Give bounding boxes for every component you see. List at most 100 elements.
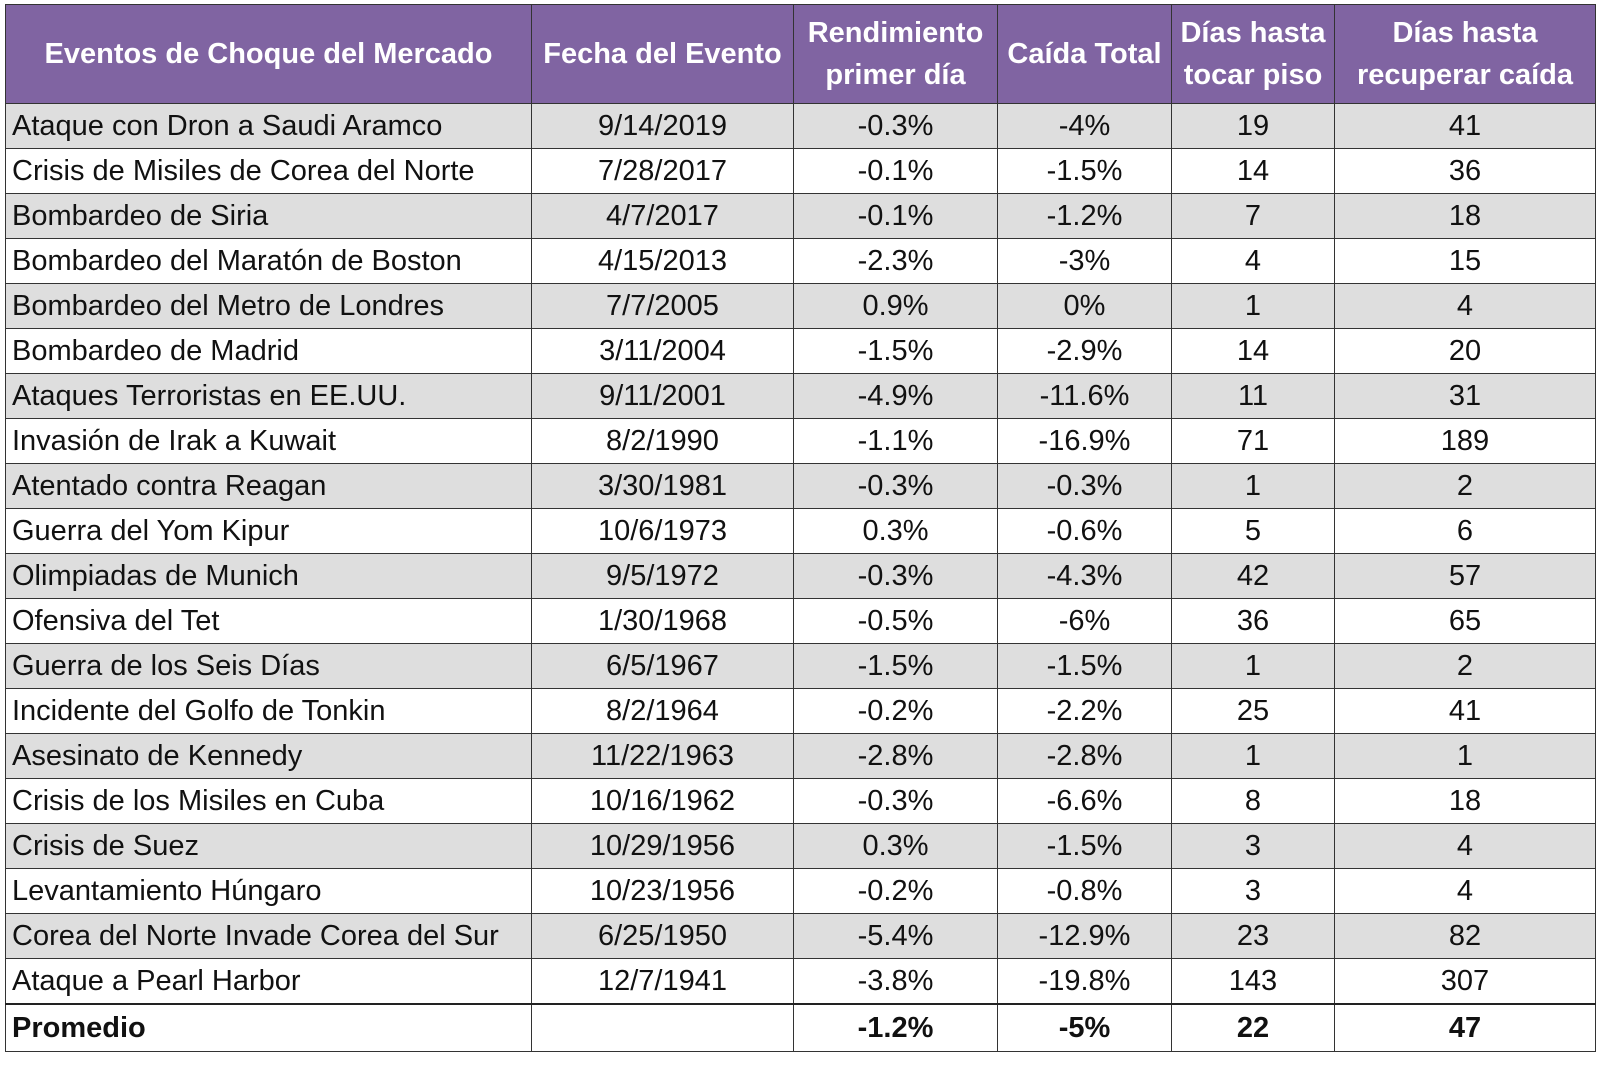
average-label: Promedio [5, 1003, 532, 1052]
table-row: Crisis de Misiles de Corea del Norte 7/28… [5, 148, 1596, 194]
first-day-return-cell: -1.5% [793, 643, 998, 689]
days-to-recover-cell: 57 [1334, 553, 1596, 599]
average-row: Promedio -1.2% -5% 22 47 [5, 1003, 1596, 1052]
event-name-cell: Olimpiadas de Munich [5, 553, 532, 599]
first-day-return-cell: -5.4% [793, 913, 998, 959]
event-date-cell: 4/7/2017 [531, 193, 794, 239]
event-name-cell: Atentado contra Reagan [5, 463, 532, 509]
total-drop-cell: -6% [997, 598, 1172, 644]
event-name-cell: Bombardeo del Maratón de Boston [5, 238, 532, 284]
first-day-return-cell: -2.8% [793, 733, 998, 779]
event-name-cell: Ataque a Pearl Harbor [5, 958, 532, 1005]
average-first-day-return: -1.2% [793, 1003, 998, 1052]
days-to-recover-cell: 31 [1334, 373, 1596, 419]
days-to-recover-cell: 18 [1334, 778, 1596, 824]
first-day-return-cell: -0.1% [793, 193, 998, 239]
event-name-cell: Incidente del Golfo de Tonkin [5, 688, 532, 734]
event-date-cell: 3/11/2004 [531, 328, 794, 374]
days-to-recover-cell: 6 [1334, 508, 1596, 554]
days-to-bottom-cell: 1 [1171, 733, 1335, 779]
first-day-return-cell: -2.3% [793, 238, 998, 284]
event-name-cell: Bombardeo de Madrid [5, 328, 532, 374]
event-name-cell: Ofensiva del Tet [5, 598, 532, 644]
event-name-cell: Guerra del Yom Kipur [5, 508, 532, 554]
event-date-cell: 9/11/2001 [531, 373, 794, 419]
days-to-bottom-cell: 7 [1171, 193, 1335, 239]
event-name-cell: Invasión de Irak a Kuwait [5, 418, 532, 464]
event-date-cell: 6/25/1950 [531, 913, 794, 959]
days-to-bottom-cell: 5 [1171, 508, 1335, 554]
average-date-cell [531, 1003, 794, 1052]
event-name-cell: Corea del Norte Invade Corea del Sur [5, 913, 532, 959]
header-cell-total-drop: Caída Total [997, 4, 1172, 104]
days-to-recover-cell: 2 [1334, 643, 1596, 689]
days-to-bottom-cell: 8 [1171, 778, 1335, 824]
days-to-recover-cell: 82 [1334, 913, 1596, 959]
days-to-recover-cell: 20 [1334, 328, 1596, 374]
first-day-return-cell: -3.8% [793, 958, 998, 1005]
total-drop-cell: -4% [997, 103, 1172, 149]
first-day-return-cell: -0.2% [793, 688, 998, 734]
header-cell-event: Eventos de Choque del Mercado [5, 4, 532, 104]
total-drop-cell: -2.2% [997, 688, 1172, 734]
first-day-return-cell: -1.5% [793, 328, 998, 374]
table-row: Levantamiento Húngaro 10/23/1956 -0.2% -0.8… [5, 868, 1596, 914]
days-to-bottom-cell: 71 [1171, 418, 1335, 464]
event-name-cell: Crisis de los Misiles en Cuba [5, 778, 532, 824]
total-drop-cell: -0.8% [997, 868, 1172, 914]
event-date-cell: 10/16/1962 [531, 778, 794, 824]
days-to-recover-cell: 41 [1334, 103, 1596, 149]
event-date-cell: 10/29/1956 [531, 823, 794, 869]
average-days-to-recover: 47 [1334, 1003, 1596, 1052]
event-date-cell: 6/5/1967 [531, 643, 794, 689]
total-drop-cell: -2.9% [997, 328, 1172, 374]
event-date-cell: 9/14/2019 [531, 103, 794, 149]
table-row: Ataque con Dron a Saudi Aramco 9/14/2019 -… [5, 103, 1596, 149]
days-to-bottom-cell: 23 [1171, 913, 1335, 959]
days-to-bottom-cell: 143 [1171, 958, 1335, 1005]
header-cell-days-to-bottom: Días hasta tocar piso [1171, 4, 1335, 104]
table-row: Guerra de los Seis Días 6/5/1967 -1.5% -1.5… [5, 643, 1596, 689]
first-day-return-cell: -0.5% [793, 598, 998, 644]
total-drop-cell: -3% [997, 238, 1172, 284]
table-row: Guerra del Yom Kipur 10/6/1973 0.3% -0.6% 5 6 [5, 508, 1596, 554]
days-to-recover-cell: 1 [1334, 733, 1596, 779]
days-to-bottom-cell: 1 [1171, 463, 1335, 509]
event-name-cell: Ataque con Dron a Saudi Aramco [5, 103, 532, 149]
total-drop-cell: -2.8% [997, 733, 1172, 779]
total-drop-cell: -19.8% [997, 958, 1172, 1005]
table-row: Ataque a Pearl Harbor 12/7/1941 -3.8% -19.8… [5, 958, 1596, 1005]
first-day-return-cell: -0.1% [793, 148, 998, 194]
event-name-cell: Bombardeo del Metro de Londres [5, 283, 532, 329]
table-row: Invasión de Irak a Kuwait 8/2/1990 -1.1% -1… [5, 418, 1596, 464]
event-name-cell: Crisis de Suez [5, 823, 532, 869]
days-to-bottom-cell: 3 [1171, 823, 1335, 869]
first-day-return-cell: -4.9% [793, 373, 998, 419]
total-drop-cell: -12.9% [997, 913, 1172, 959]
event-date-cell: 12/7/1941 [531, 958, 794, 1005]
days-to-bottom-cell: 1 [1171, 643, 1335, 689]
days-to-bottom-cell: 19 [1171, 103, 1335, 149]
days-to-recover-cell: 307 [1334, 958, 1596, 1005]
days-to-recover-cell: 4 [1334, 283, 1596, 329]
total-drop-cell: 0% [997, 283, 1172, 329]
total-drop-cell: -1.5% [997, 148, 1172, 194]
first-day-return-cell: -0.3% [793, 778, 998, 824]
total-drop-cell: -11.6% [997, 373, 1172, 419]
header-row: Eventos de Choque del Mercado Fecha del … [5, 4, 1596, 104]
total-drop-cell: -16.9% [997, 418, 1172, 464]
table-row: Asesinato de Kennedy 11/22/1963 -2.8% -2.8%… [5, 733, 1596, 779]
table-row: Ofensiva del Tet 1/30/1968 -0.5% -6% 36 65 [5, 598, 1596, 644]
total-drop-cell: -1.2% [997, 193, 1172, 239]
event-name-cell: Crisis de Misiles de Corea del Norte [5, 148, 532, 194]
days-to-recover-cell: 189 [1334, 418, 1596, 464]
event-date-cell: 3/30/1981 [531, 463, 794, 509]
first-day-return-cell: -0.3% [793, 463, 998, 509]
table-row: Atentado contra Reagan 3/30/1981 -0.3% -0.3… [5, 463, 1596, 509]
event-date-cell: 9/5/1972 [531, 553, 794, 599]
event-date-cell: 1/30/1968 [531, 598, 794, 644]
first-day-return-cell: 0.3% [793, 823, 998, 869]
total-drop-cell: -0.6% [997, 508, 1172, 554]
average-days-to-bottom: 22 [1171, 1003, 1335, 1052]
days-to-bottom-cell: 25 [1171, 688, 1335, 734]
